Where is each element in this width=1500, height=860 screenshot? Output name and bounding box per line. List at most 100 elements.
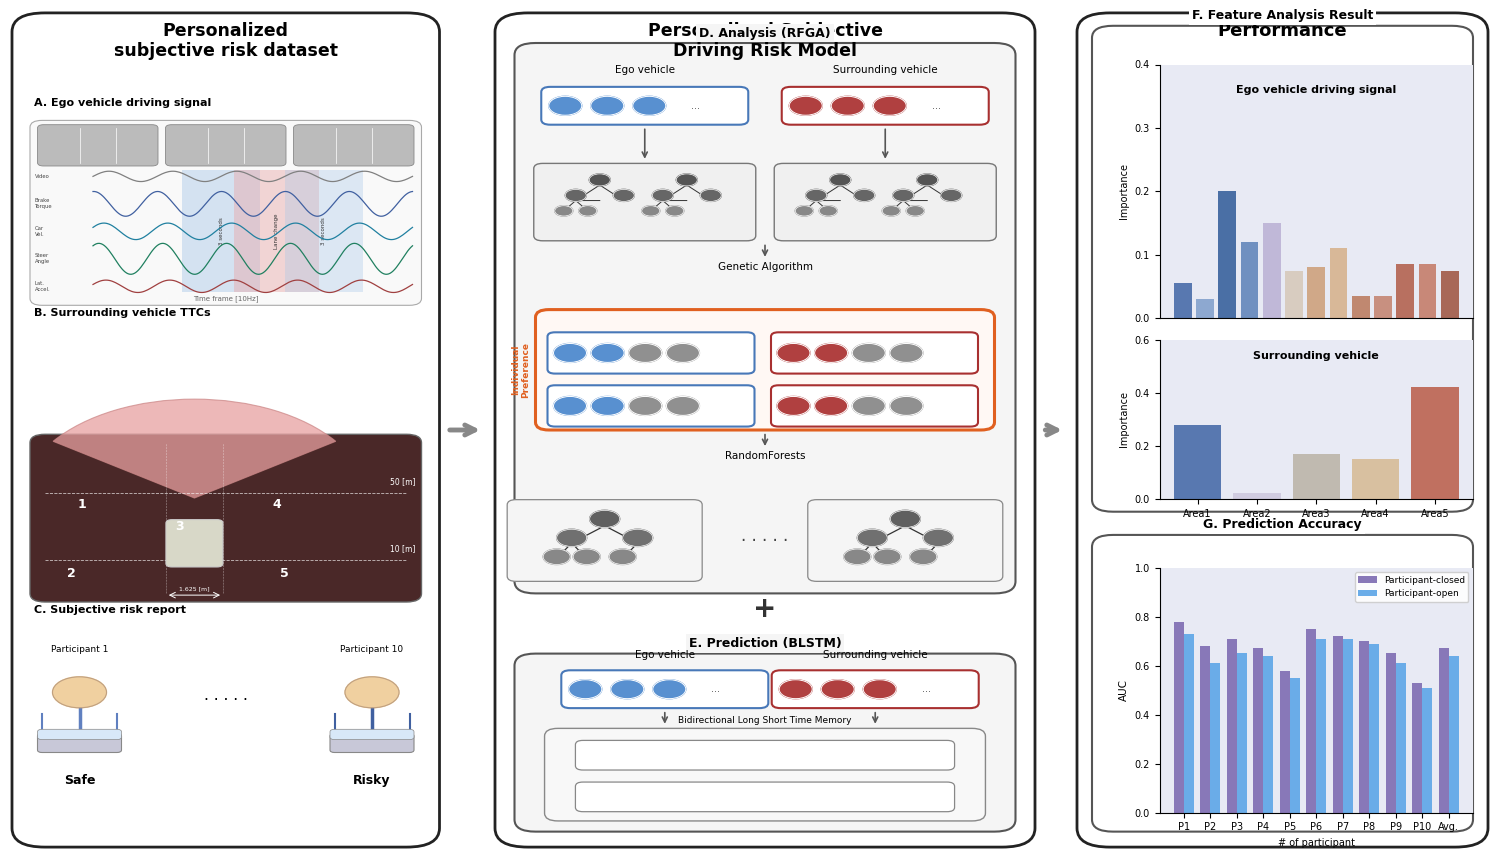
FancyBboxPatch shape: [38, 734, 122, 752]
Circle shape: [652, 679, 686, 698]
Y-axis label: Importance: Importance: [1119, 163, 1130, 219]
FancyBboxPatch shape: [330, 729, 414, 740]
Text: ...: ...: [692, 101, 700, 111]
Circle shape: [628, 343, 662, 362]
Text: 5: 5: [280, 567, 290, 580]
Bar: [1352, 296, 1370, 318]
Circle shape: [862, 679, 895, 698]
Circle shape: [891, 510, 921, 527]
FancyBboxPatch shape: [1077, 13, 1488, 847]
Circle shape: [622, 529, 652, 546]
Text: Ego vehicle: Ego vehicle: [615, 64, 675, 75]
Text: ...: ...: [944, 348, 952, 358]
FancyBboxPatch shape: [1092, 26, 1473, 512]
Text: Participant 10: Participant 10: [340, 645, 404, 654]
Bar: [1386, 654, 1395, 813]
Circle shape: [549, 96, 582, 115]
Circle shape: [890, 396, 922, 415]
Circle shape: [652, 189, 674, 201]
Text: Car
Vel.: Car Vel.: [34, 226, 44, 237]
Bar: [1352, 459, 1400, 499]
FancyBboxPatch shape: [507, 500, 702, 581]
Bar: [1422, 688, 1432, 813]
Circle shape: [852, 343, 885, 362]
Circle shape: [892, 189, 914, 201]
FancyBboxPatch shape: [1092, 535, 1473, 832]
FancyBboxPatch shape: [12, 13, 439, 847]
FancyBboxPatch shape: [166, 519, 224, 567]
Bar: [1290, 678, 1300, 813]
Bar: [1342, 639, 1353, 813]
Bar: [1233, 494, 1281, 499]
Circle shape: [830, 174, 850, 186]
Circle shape: [874, 549, 902, 564]
Circle shape: [916, 174, 938, 186]
Bar: [1218, 192, 1236, 318]
Circle shape: [806, 189, 826, 201]
Circle shape: [821, 679, 854, 698]
FancyBboxPatch shape: [38, 729, 122, 740]
Text: G. Prediction Accuracy: G. Prediction Accuracy: [1203, 519, 1362, 531]
Text: Surrounding vehicle: Surrounding vehicle: [833, 64, 938, 75]
FancyBboxPatch shape: [782, 87, 988, 125]
Bar: [1286, 271, 1304, 318]
Circle shape: [573, 549, 600, 564]
Circle shape: [633, 96, 666, 115]
Text: Bidirectional Long Short Time Memory: Bidirectional Long Short Time Memory: [678, 716, 852, 725]
Text: ...: ...: [921, 685, 930, 694]
FancyBboxPatch shape: [294, 125, 414, 166]
Circle shape: [890, 343, 922, 362]
Text: Ego vehicle: Ego vehicle: [634, 650, 694, 660]
Bar: [1329, 249, 1347, 318]
Text: Steer
Angle: Steer Angle: [34, 254, 50, 264]
Text: 1.625 [m]: 1.625 [m]: [178, 587, 210, 592]
Circle shape: [873, 96, 906, 115]
Circle shape: [906, 206, 924, 216]
Circle shape: [700, 189, 721, 201]
Circle shape: [924, 529, 954, 546]
FancyBboxPatch shape: [576, 740, 954, 770]
FancyBboxPatch shape: [561, 670, 768, 708]
Circle shape: [666, 396, 699, 415]
FancyBboxPatch shape: [544, 728, 986, 821]
Text: C. Subjective risk report: C. Subjective risk report: [34, 605, 186, 615]
Circle shape: [591, 343, 624, 362]
Bar: [1263, 223, 1281, 318]
Text: Surrounding vehicle: Surrounding vehicle: [824, 650, 927, 660]
Circle shape: [910, 549, 938, 564]
Bar: [1395, 663, 1406, 813]
Circle shape: [815, 396, 848, 415]
Bar: [1227, 639, 1238, 813]
Bar: [1306, 629, 1317, 813]
Text: Time frame [10Hz]: Time frame [10Hz]: [194, 295, 258, 302]
Text: 50 [m]: 50 [m]: [390, 476, 416, 486]
Bar: [1173, 425, 1221, 499]
Text: 3 seconds: 3 seconds: [219, 218, 224, 245]
Text: E. Prediction (BLSTM): E. Prediction (BLSTM): [688, 637, 842, 650]
Circle shape: [666, 206, 684, 216]
Circle shape: [853, 189, 874, 201]
Bar: [285, 170, 363, 292]
Text: Safe: Safe: [63, 774, 96, 787]
Circle shape: [345, 677, 399, 708]
Text: B. Surrounding vehicle TTCs: B. Surrounding vehicle TTCs: [34, 308, 212, 318]
Text: RandomForests: RandomForests: [724, 451, 806, 461]
Circle shape: [666, 343, 699, 362]
Circle shape: [554, 396, 586, 415]
Bar: [1173, 283, 1191, 318]
Bar: [1252, 648, 1263, 813]
Text: Video: Video: [34, 174, 50, 179]
Bar: [183, 170, 261, 292]
Bar: [1317, 639, 1326, 813]
FancyBboxPatch shape: [771, 332, 978, 373]
Circle shape: [815, 343, 848, 362]
Text: D. Analysis (RFGA): D. Analysis (RFGA): [699, 27, 831, 40]
FancyBboxPatch shape: [495, 13, 1035, 847]
FancyBboxPatch shape: [548, 385, 754, 427]
Text: ...: ...: [944, 402, 952, 410]
Text: Individual
Preference: Individual Preference: [512, 341, 530, 398]
Text: Ego vehicle driving signal: Ego vehicle driving signal: [1236, 85, 1397, 95]
Circle shape: [543, 549, 570, 564]
Bar: [1308, 267, 1324, 318]
Bar: [1449, 656, 1458, 813]
